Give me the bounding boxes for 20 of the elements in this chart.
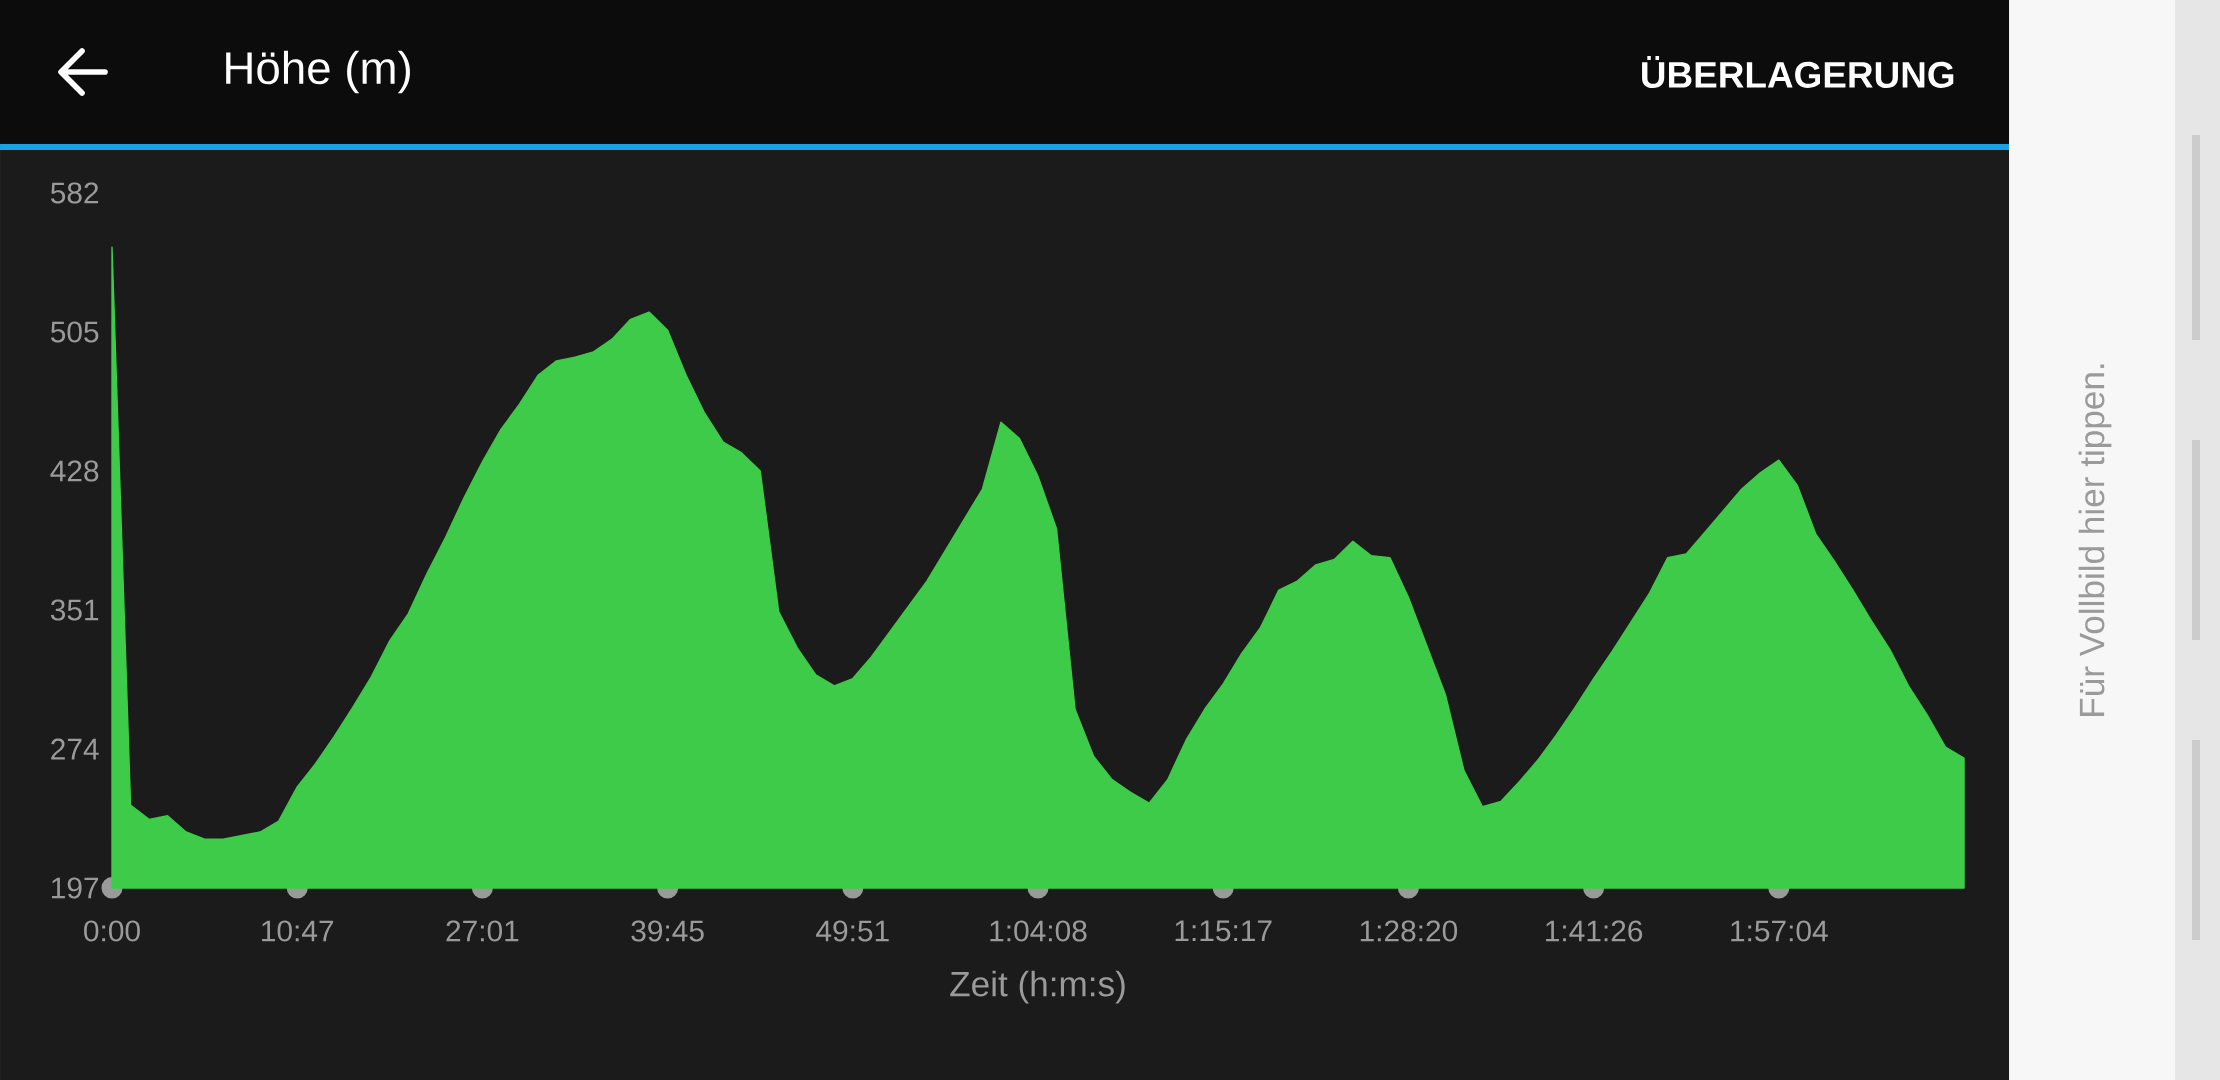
y-tick-label: 582 [50,182,99,204]
y-tick-label: 505 [50,321,99,343]
x-tick-label: 49:51 [816,920,889,942]
text: ÜBERLAGERUNG [1642,56,1954,88]
x-tick-label: 1:41:26 [1546,920,1643,942]
y-tick-label: 428 [50,460,99,482]
x-tick-label: 10:47 [262,920,334,942]
text: Für Vollbild hier tippen. [2078,364,2112,716]
chart-title: Höhe (m) [226,50,410,94]
x-tick-label: 0:00 [84,920,140,942]
x-tick-label: 1:28:20 [1360,920,1458,942]
x-tick-label: 1:04:08 [990,920,1087,942]
y-tick-label: 274 [51,738,99,760]
y-tick-label: 197 [52,877,99,899]
y-tick-label: 351 [50,599,99,621]
x-tick-label: 1:15:17 [1175,920,1272,942]
x-axis-title: Zeit (h:m:s) [950,970,1125,1004]
x-tick-label: 27:01 [446,920,519,942]
x-tick-label: 1:57:04 [1731,920,1828,942]
x-tick-label: 39:45 [631,920,704,942]
